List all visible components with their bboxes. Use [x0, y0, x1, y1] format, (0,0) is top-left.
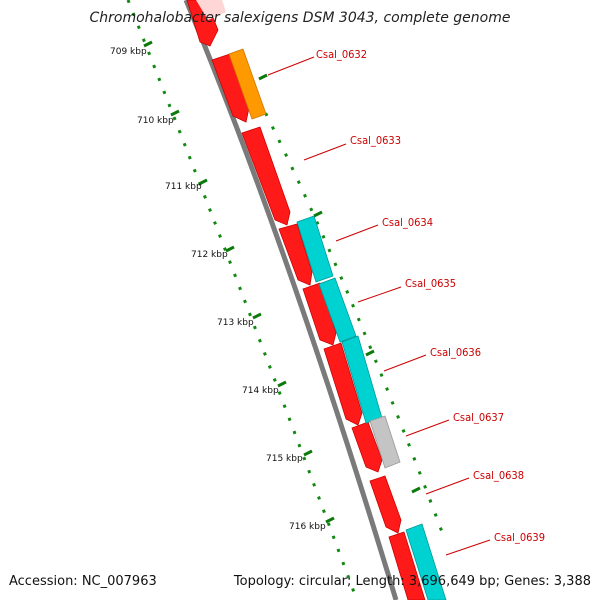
gene-label[interactable]: Csal_0632: [316, 48, 367, 61]
cds-feature[interactable]: [388, 531, 426, 600]
gene-label[interactable]: Csal_0637: [453, 411, 504, 424]
kbp-label: 709 kbp: [110, 47, 147, 57]
kbp-label: 712 kbp: [191, 250, 228, 260]
kbp-label: 714 kbp: [242, 386, 279, 396]
cog-feature[interactable]: [296, 215, 334, 283]
genome-summary-text: Topology: circular; Length: 3,696,649 bp…: [233, 574, 591, 589]
inner-strand-features: [186, 0, 426, 600]
label-leaders: [267, 56, 491, 556]
cds-feature[interactable]: [323, 342, 363, 426]
genome-backbone: [183, 0, 399, 600]
gene-label[interactable]: Csal_0639: [494, 531, 545, 544]
gene-label[interactable]: Csal_0633: [350, 134, 401, 147]
cog-feature[interactable]: [405, 523, 447, 600]
kbp-label: 716 kbp: [289, 522, 326, 532]
rna-feature[interactable]: [228, 48, 267, 120]
kbp-label: 711 kbp: [165, 182, 202, 192]
outer-ring-dots: [236, 59, 447, 541]
outer-ring-ticks: [258, 73, 421, 494]
kbp-label: 710 kbp: [137, 116, 174, 126]
cds-feature[interactable]: [369, 475, 402, 534]
other-feature[interactable]: [369, 415, 401, 469]
cds-feature[interactable]: [211, 53, 250, 123]
cds-feature[interactable]: [351, 421, 383, 473]
cds-feature[interactable]: [241, 126, 291, 226]
kbp-label: 715 kbp: [266, 454, 303, 464]
cog-feature[interactable]: [318, 277, 357, 343]
gene-label[interactable]: Csal_0638: [473, 469, 524, 482]
gene-label[interactable]: Csal_0635: [405, 277, 456, 290]
cds-feature[interactable]: [302, 282, 337, 346]
gene-label[interactable]: Csal_0634: [382, 216, 433, 229]
cds-feature[interactable]: [278, 223, 313, 286]
kbp-ticks: [143, 40, 335, 524]
accession-text: Accession: NC_007963: [9, 574, 157, 589]
gene-label[interactable]: Csal_0636: [430, 346, 481, 359]
kbp-label: 713 kbp: [217, 318, 254, 328]
map-title: Chromohalobacter salexigens DSM 3043, co…: [89, 10, 511, 26]
faded-feature: [196, 0, 226, 20]
outer-strand-features: [228, 48, 447, 600]
